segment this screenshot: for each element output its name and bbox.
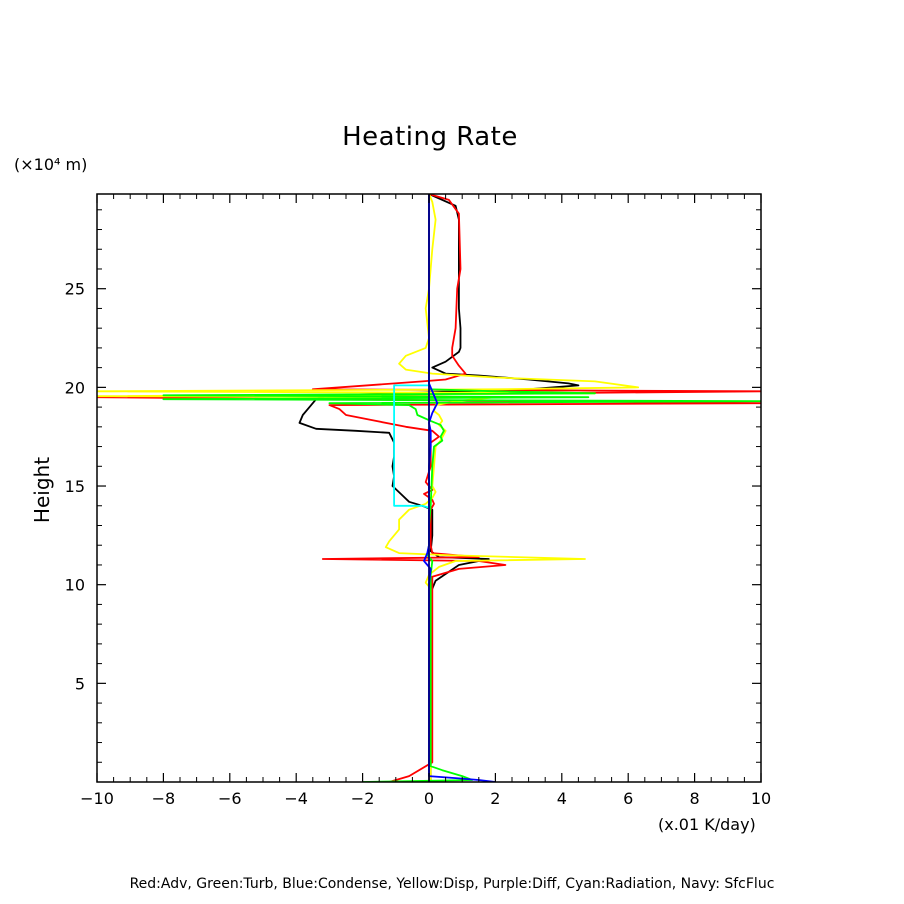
y-tick-label: 15: [65, 477, 85, 496]
x-tick-label: 8: [690, 789, 700, 808]
series-line-cyan: [393, 384, 430, 509]
x-tick-label: 6: [623, 789, 633, 808]
series-line-yellow: [97, 194, 640, 782]
y-tick-label: 5: [75, 674, 85, 693]
y-axis-label: Height: [30, 457, 54, 523]
x-tick-label: −4: [284, 789, 308, 808]
x-tick-label: 0: [424, 789, 434, 808]
y-axis-unit: (×10⁴ m): [14, 155, 88, 174]
axis-layer: −10 −8 −6 −4 −2 0 2 4 6 8 10 5 10 15 20 25: [65, 194, 771, 808]
x-tick-label: 2: [490, 789, 500, 808]
x-tick-label: −10: [80, 789, 114, 808]
x-tick-label: 10: [751, 789, 771, 808]
series-layer: [97, 194, 761, 782]
x-tick-label: 4: [557, 789, 567, 808]
y-tick-label: 10: [65, 576, 85, 595]
plot-frame: [96, 193, 762, 783]
x-tick-label: −6: [218, 789, 242, 808]
x-tick-label: −2: [351, 789, 375, 808]
series-line-black: [298, 194, 580, 782]
legend-footer: Red:Adv, Green:Turb, Blue:Condense, Yell…: [129, 876, 775, 892]
y-tick-label: 25: [65, 280, 85, 299]
x-axis-unit: (x.01 K/day): [658, 815, 756, 834]
series-line-green: [162, 388, 761, 782]
chart-title: Heating Rate: [342, 122, 518, 152]
series-line-red: [97, 194, 761, 782]
x-tick-label: −8: [152, 789, 176, 808]
y-tick-label: 20: [65, 378, 85, 397]
